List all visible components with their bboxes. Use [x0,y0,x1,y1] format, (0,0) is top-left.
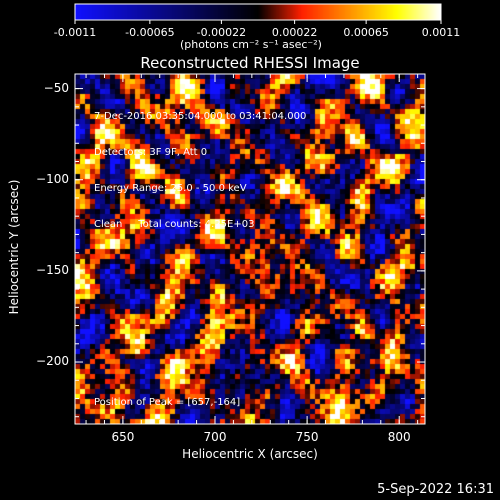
x-tick-label: 800 [387,430,411,444]
colorbar-ticks [74,3,442,24]
info-clean-counts: Clean Total counts: 4.25E+03 [94,219,255,230]
info-time-range: 7-Dec-2016 03:35:04.000 to 03:41:04.000 [94,111,307,122]
y-axis-label: Heliocentric Y (arcsec) [7,179,21,315]
info-detectors: Detectors: 3F 9F, Att 0 [94,147,208,158]
x-tick-label: 750 [295,430,319,444]
x-tick-label: 700 [203,430,227,444]
colorbar-tick-label: -0.0011 [53,26,97,39]
colorbar-tick-label: 0.00022 [271,26,318,39]
y-tick-label: −100 [36,171,69,186]
plot-frame [74,73,426,425]
info-energy-range: Energy Range: 25.0 - 50.0 keV [94,183,247,194]
y-tick-label: −200 [36,354,69,369]
timestamp: 5-Sep-2022 16:31 [377,482,494,497]
colorbar-unit-label: (photons cm⁻² s⁻¹ asec⁻²) [180,38,322,51]
colorbar [75,4,441,20]
observation-info: 7-Dec-2016 03:35:04.000 to 03:41:04.000 … [94,87,306,243]
colorbar-tick-label: -0.00065 [125,26,175,39]
heatmap-image [75,74,425,424]
peak-position-label: Position of Peak = [657,-164] [94,397,241,408]
x-tick-label: 650 [111,430,135,444]
y-tick-label: −150 [36,262,69,277]
x-axis-label: Heliocentric X (arcsec) [182,447,318,461]
colorbar-tick-label: -0.00022 [196,26,247,39]
colorbar-tick-label: 0.0011 [421,26,461,39]
colorbar-tick-label: 0.00065 [343,26,389,39]
y-tick-label: −50 [43,80,69,95]
chart-title: Reconstructed RHESSI Image [140,54,360,72]
